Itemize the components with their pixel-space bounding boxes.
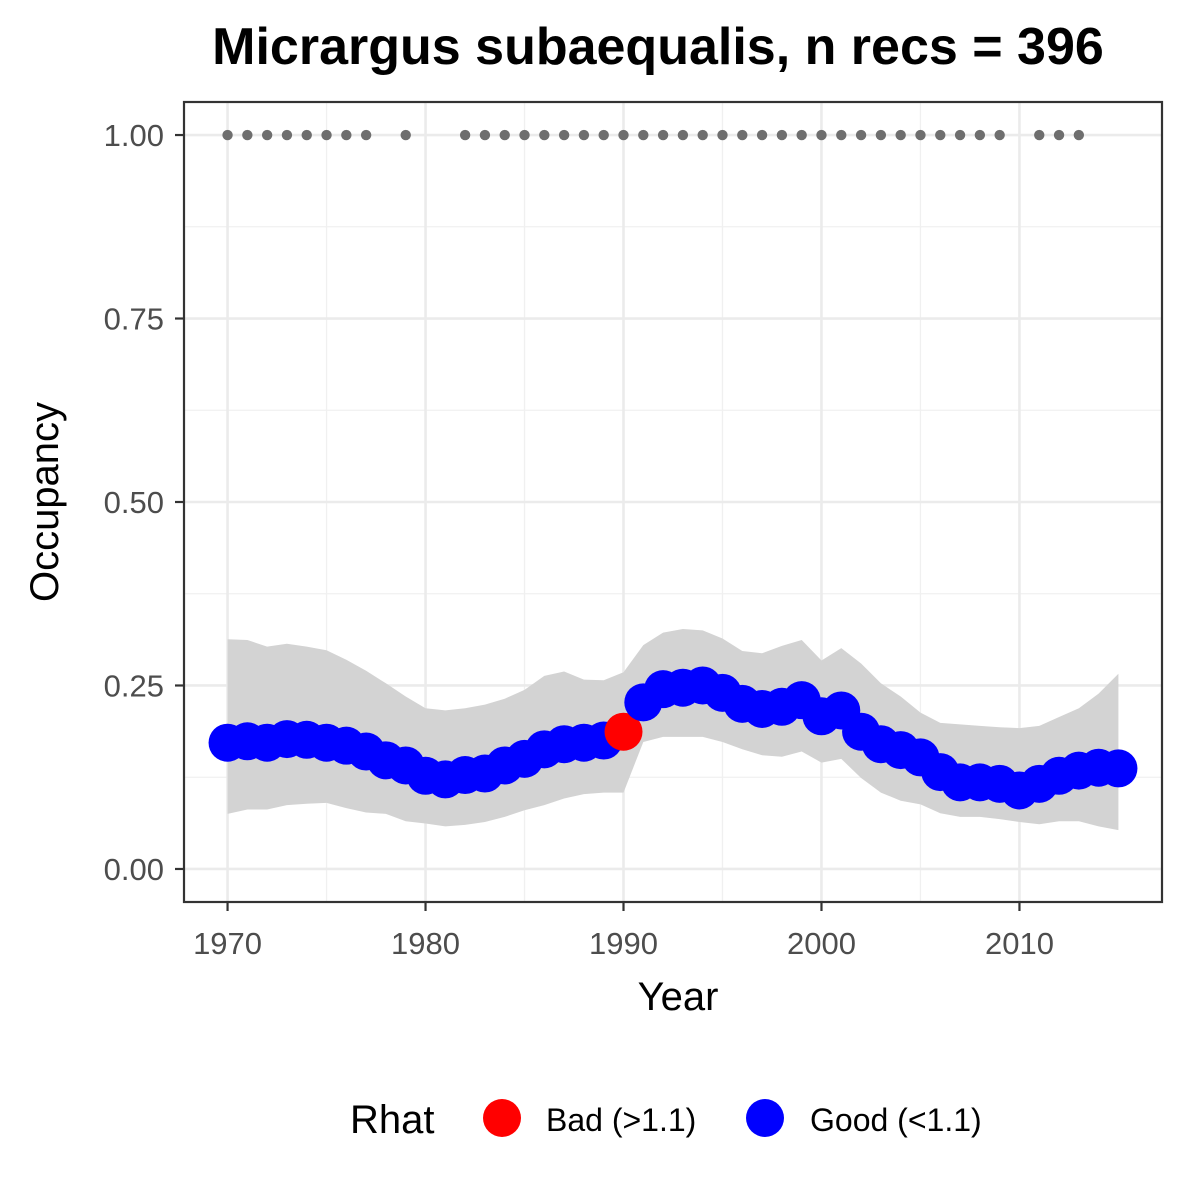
record-dot bbox=[1073, 129, 1085, 141]
record-dot bbox=[499, 129, 510, 141]
record-year-dots bbox=[222, 129, 1085, 141]
x-tick-label: 2000 bbox=[787, 926, 856, 961]
record-dot bbox=[341, 129, 352, 141]
record-dot bbox=[737, 129, 748, 141]
x-axis-title: Year bbox=[638, 975, 719, 1019]
record-dot bbox=[756, 129, 768, 141]
record-dot bbox=[479, 129, 491, 141]
record-dot bbox=[281, 129, 293, 141]
record-dot bbox=[1034, 129, 1045, 141]
x-axis-ticks: 1970 1980 1990 2000 2010 bbox=[193, 902, 1054, 961]
y-tick-label: 0.25 bbox=[104, 668, 164, 703]
record-dot bbox=[855, 129, 867, 141]
legend-title: Rhat bbox=[350, 1098, 435, 1142]
record-dot bbox=[301, 129, 312, 141]
x-tick-label: 2010 bbox=[985, 926, 1054, 961]
record-dot bbox=[776, 129, 788, 141]
record-dot bbox=[222, 129, 233, 141]
record-dot bbox=[261, 129, 273, 141]
record-dot bbox=[558, 129, 570, 141]
record-dot bbox=[697, 129, 708, 141]
record-dot bbox=[459, 129, 471, 141]
legend: Rhat Bad (>1.1) Good (<1.1) bbox=[350, 1098, 982, 1142]
record-dot bbox=[935, 129, 946, 141]
x-tick-label: 1990 bbox=[589, 926, 658, 961]
y-axis-title: Occupancy bbox=[23, 402, 67, 602]
record-dot bbox=[598, 129, 609, 141]
y-tick-label: 0.00 bbox=[104, 852, 164, 887]
record-dot bbox=[974, 129, 986, 141]
record-dot bbox=[836, 129, 847, 141]
record-dot bbox=[796, 129, 807, 141]
y-axis-ticks: 0.00 0.25 0.50 0.75 1.00 bbox=[104, 118, 184, 887]
record-dot bbox=[360, 129, 372, 141]
x-tick-label: 1970 bbox=[193, 926, 262, 961]
record-dot bbox=[816, 129, 827, 141]
record-dot bbox=[400, 129, 411, 141]
record-dot bbox=[994, 129, 1005, 141]
record-dot bbox=[618, 129, 629, 141]
record-dot bbox=[875, 129, 887, 141]
record-dot bbox=[657, 129, 669, 141]
point-good bbox=[1099, 749, 1138, 788]
y-tick-label: 0.75 bbox=[104, 302, 164, 337]
record-dot bbox=[1053, 129, 1065, 141]
legend-good-swatch bbox=[746, 1099, 784, 1137]
record-dot bbox=[954, 129, 966, 141]
point-bad bbox=[604, 712, 643, 751]
legend-bad-label: Bad (>1.1) bbox=[546, 1102, 696, 1138]
legend-bad-swatch bbox=[483, 1099, 521, 1137]
record-dot bbox=[677, 129, 689, 141]
record-dot bbox=[578, 129, 590, 141]
record-dot bbox=[915, 129, 926, 141]
occupancy-points bbox=[208, 666, 1138, 810]
record-dot bbox=[539, 129, 550, 141]
record-dot bbox=[638, 129, 649, 141]
record-dot bbox=[321, 129, 332, 141]
x-tick-label: 1980 bbox=[391, 926, 460, 961]
chart-title: Micrargus subaequalis, n recs = 396 bbox=[212, 18, 1104, 76]
y-tick-label: 1.00 bbox=[104, 118, 164, 153]
record-dot bbox=[519, 129, 530, 141]
record-dot bbox=[242, 129, 253, 141]
y-tick-label: 0.50 bbox=[104, 485, 164, 520]
record-dot bbox=[895, 129, 906, 141]
record-dot bbox=[717, 129, 728, 141]
legend-good-label: Good (<1.1) bbox=[810, 1102, 982, 1138]
